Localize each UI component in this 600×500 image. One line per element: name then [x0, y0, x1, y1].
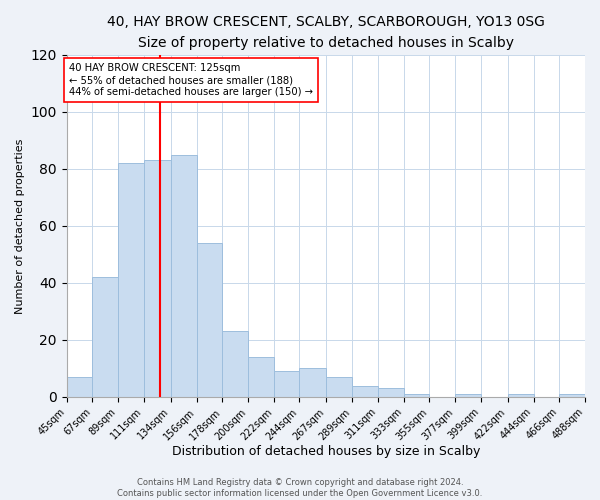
- Bar: [274, 372, 299, 397]
- Bar: [404, 394, 430, 397]
- Bar: [92, 278, 118, 397]
- X-axis label: Distribution of detached houses by size in Scalby: Distribution of detached houses by size …: [172, 444, 480, 458]
- Bar: [559, 394, 585, 397]
- Bar: [352, 386, 378, 397]
- Bar: [171, 154, 197, 397]
- Bar: [455, 394, 481, 397]
- Bar: [378, 388, 404, 397]
- Bar: [144, 160, 171, 397]
- Bar: [118, 164, 144, 397]
- Y-axis label: Number of detached properties: Number of detached properties: [15, 138, 25, 314]
- Text: Contains HM Land Registry data © Crown copyright and database right 2024.
Contai: Contains HM Land Registry data © Crown c…: [118, 478, 482, 498]
- Bar: [222, 332, 248, 397]
- Text: 40 HAY BROW CRESCENT: 125sqm
← 55% of detached houses are smaller (188)
44% of s: 40 HAY BROW CRESCENT: 125sqm ← 55% of de…: [69, 64, 313, 96]
- Bar: [508, 394, 533, 397]
- Title: 40, HAY BROW CRESCENT, SCALBY, SCARBOROUGH, YO13 0SG
Size of property relative t: 40, HAY BROW CRESCENT, SCALBY, SCARBOROU…: [107, 15, 545, 50]
- Bar: [248, 357, 274, 397]
- Bar: [299, 368, 326, 397]
- Bar: [197, 243, 222, 397]
- Bar: [67, 377, 92, 397]
- Bar: [326, 377, 352, 397]
